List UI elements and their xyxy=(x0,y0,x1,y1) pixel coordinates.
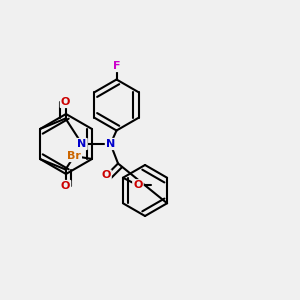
Text: F: F xyxy=(113,61,120,71)
Text: N: N xyxy=(77,139,87,149)
Text: N: N xyxy=(106,139,115,149)
Text: O: O xyxy=(133,180,142,190)
Text: O: O xyxy=(101,170,111,181)
Text: Br: Br xyxy=(67,151,81,161)
Text: O: O xyxy=(61,97,70,107)
Text: O: O xyxy=(61,181,70,191)
